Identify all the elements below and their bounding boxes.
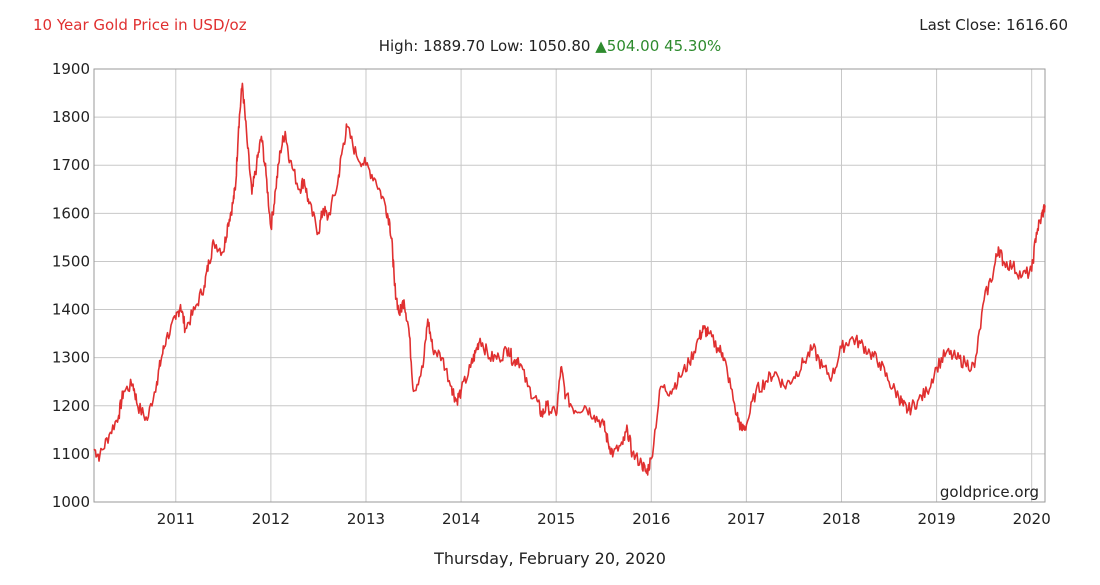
chart-grid	[94, 68, 1045, 503]
y-tick-label: 1100	[52, 445, 90, 463]
last-close-value: 1616.60	[1005, 16, 1068, 34]
x-axis-ticks: 2011 2012 2013 2014 2015 2016 2017 2018 2019 2020	[157, 510, 1051, 528]
last-close-label: Last Close:	[919, 16, 1002, 34]
x-tick-label: 2014	[442, 510, 480, 528]
y-tick-label: 1300	[52, 349, 90, 367]
y-tick-label: 1600	[52, 204, 90, 222]
change-percent: 45.30%	[664, 37, 722, 55]
y-axis-ticks: 1000 1100 1200 1300 1400 1500 1600 1700 1800 1900	[52, 60, 90, 511]
watermark: goldprice.org	[940, 483, 1039, 501]
y-tick-label: 1400	[52, 301, 90, 319]
low-value: 1050.80	[528, 37, 591, 55]
y-tick-label: 1700	[52, 156, 90, 174]
x-tick-label: 2013	[347, 510, 385, 528]
y-tick-label: 1500	[52, 252, 90, 270]
plot-frame	[93, 68, 1046, 503]
low-label: Low:	[489, 37, 524, 55]
y-tick-label: 1900	[52, 60, 90, 78]
price-stats: High: 1889.70 Low: 1050.80 ▲504.00 45.30…	[0, 37, 1100, 55]
x-tick-label: 2019	[917, 510, 955, 528]
series-line-gold-price	[93, 82, 1046, 476]
y-tick-label: 1200	[52, 397, 90, 415]
x-tick-label: 2011	[157, 510, 195, 528]
x-tick-label: 2015	[537, 510, 575, 528]
footer-date: Thursday, February 20, 2020	[434, 549, 666, 568]
y-tick-label: 1800	[52, 108, 90, 126]
x-tick-label: 2012	[252, 510, 290, 528]
y-tick-label: 1000	[52, 493, 90, 511]
chart-title: 10 Year Gold Price in USD/oz	[33, 16, 247, 34]
x-tick-label: 2017	[727, 510, 765, 528]
change-value: 504.00	[606, 37, 660, 55]
up-arrow-icon: ▲	[595, 37, 607, 55]
high-value: 1889.70	[423, 37, 486, 55]
last-close: Last Close: 1616.60	[919, 16, 1068, 34]
x-tick-label: 2016	[632, 510, 670, 528]
x-tick-label: 2020	[1013, 510, 1051, 528]
x-tick-label: 2018	[822, 510, 860, 528]
high-label: High:	[378, 37, 419, 55]
